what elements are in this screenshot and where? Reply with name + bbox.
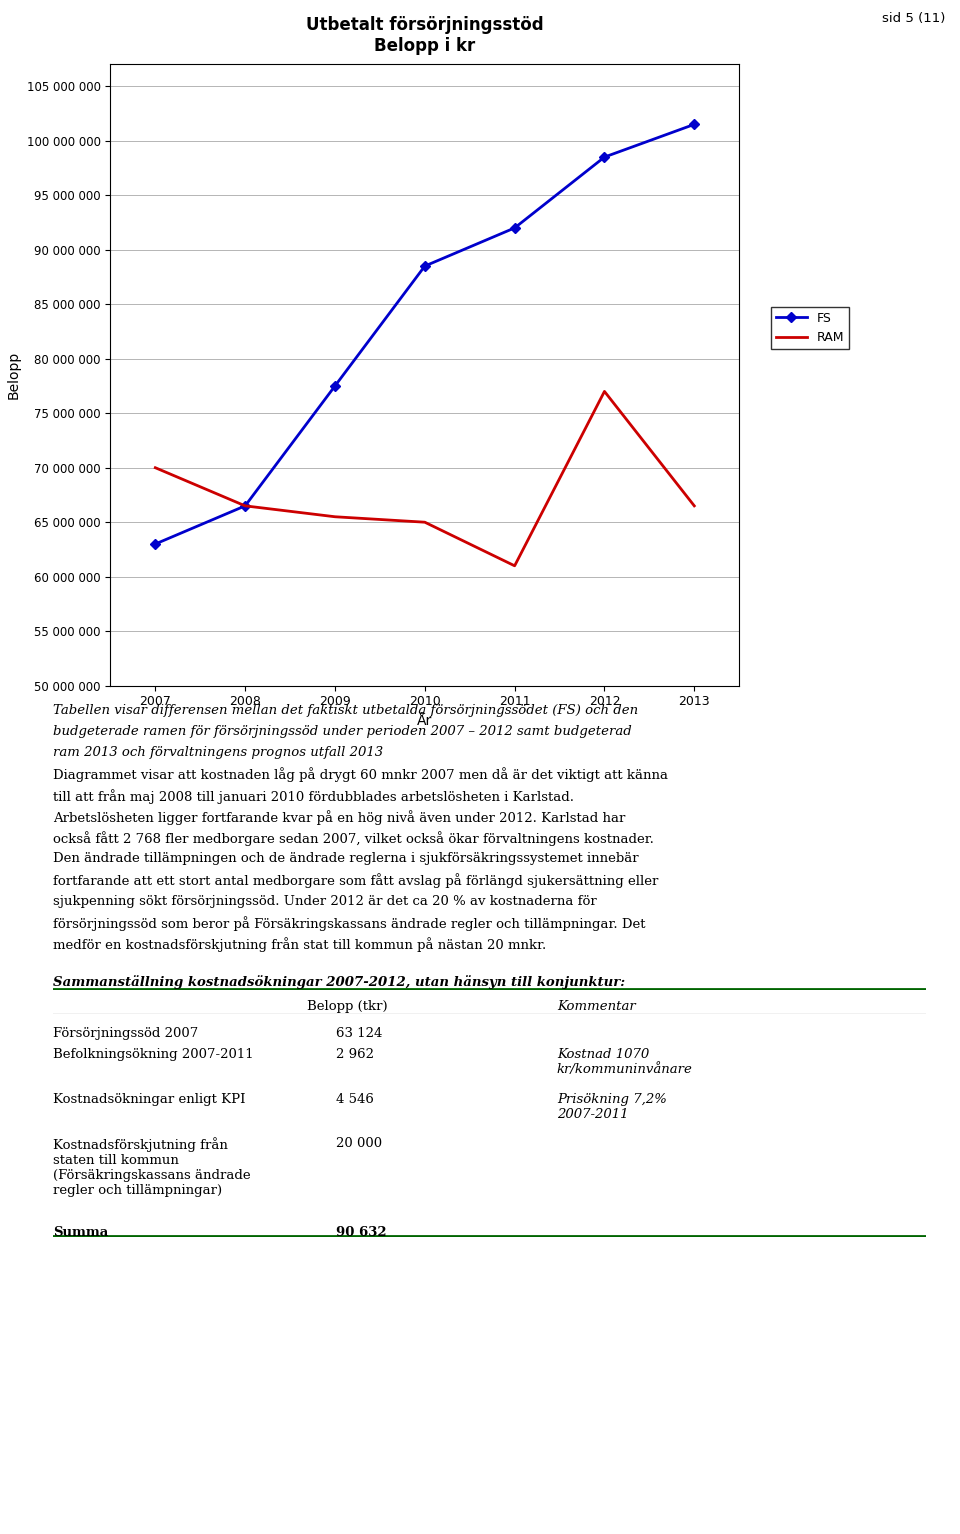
- FS: [239, 497, 251, 515]
- Text: 4 546: 4 546: [336, 1092, 373, 1106]
- Text: 20 000: 20 000: [336, 1137, 382, 1150]
- Text: Sammanställning kostnadsökningar 2007-2012, utan hänsyn till konjunktur:: Sammanställning kostnadsökningar 2007-20…: [53, 976, 625, 989]
- Text: Belopp (tkr): Belopp (tkr): [307, 1000, 388, 1014]
- RAM: [509, 557, 520, 575]
- FS: [150, 535, 161, 554]
- Text: Diagrammet visar att kostnaden låg på drygt 60 mnkr 2007 men då är det viktigt a: Diagrammet visar att kostnaden låg på dr…: [53, 767, 668, 782]
- FS: [509, 219, 520, 238]
- Text: Den ändrade tillämpningen och de ändrade reglerna i sjukförsäkringssystemet inne: Den ändrade tillämpningen och de ändrade…: [53, 853, 638, 865]
- Title: Utbetalt försörjningsstöd
Belopp i kr: Utbetalt försörjningsstöd Belopp i kr: [306, 15, 543, 55]
- Text: Arbetslösheten ligger fortfarande kvar på en hög nivå även under 2012. Karlstad : Arbetslösheten ligger fortfarande kvar p…: [53, 810, 625, 825]
- FS: [599, 147, 611, 166]
- RAM: [688, 497, 700, 515]
- RAM: [329, 508, 341, 526]
- X-axis label: År: År: [418, 713, 432, 729]
- Text: fortfarande att ett stort antal medborgare som fått avslag på förlängd sjukersät: fortfarande att ett stort antal medborga…: [53, 873, 659, 888]
- Text: ram 2013 och förvaltningens prognos utfall 2013: ram 2013 och förvaltningens prognos utfa…: [53, 747, 383, 759]
- RAM: [239, 497, 251, 515]
- Text: 90 632: 90 632: [336, 1226, 387, 1239]
- Text: budgeterade ramen för försörjningssöd under perioden 2007 – 2012 samt budgeterad: budgeterade ramen för försörjningssöd un…: [53, 726, 632, 738]
- Text: Prisökning 7,2%
2007-2011: Prisökning 7,2% 2007-2011: [557, 1092, 666, 1120]
- Text: Kommentar: Kommentar: [557, 1000, 636, 1014]
- Line: RAM: RAM: [156, 391, 694, 566]
- Text: sjukpenning sökt försörjningssöd. Under 2012 är det ca 20 % av kostnaderna för: sjukpenning sökt försörjningssöd. Under …: [53, 894, 596, 908]
- Legend: FS, RAM: FS, RAM: [771, 307, 850, 350]
- FS: [688, 115, 700, 133]
- Text: Summa: Summa: [53, 1226, 108, 1239]
- Text: till att från maj 2008 till januari 2010 fördubblades arbetslösheten i Karlstad.: till att från maj 2008 till januari 2010…: [53, 788, 574, 804]
- Text: också fått 2 768 fler medborgare sedan 2007, vilket också ökar förvaltningens ko: också fått 2 768 fler medborgare sedan 2…: [53, 831, 654, 845]
- Text: medför en kostnadsförskjutning från stat till kommun på nästan 20 mnkr.: medför en kostnadsförskjutning från stat…: [53, 937, 546, 951]
- Text: sid 5 (11): sid 5 (11): [882, 12, 946, 25]
- Text: Kostnadsförskjutning från
staten till kommun
(Försäkringskassans ändrade
regler : Kostnadsförskjutning från staten till ko…: [53, 1137, 251, 1197]
- Text: Befolkningsökning 2007-2011: Befolkningsökning 2007-2011: [53, 1048, 253, 1062]
- Line: FS: FS: [152, 121, 698, 548]
- FS: [329, 377, 341, 396]
- Y-axis label: Belopp: Belopp: [7, 351, 21, 399]
- Text: försörjningssöd som beror på Försäkringskassans ändrade regler och tillämpningar: försörjningssöd som beror på Försäkrings…: [53, 916, 645, 931]
- Text: Försörjningssöd 2007: Försörjningssöd 2007: [53, 1026, 198, 1040]
- Text: 2 962: 2 962: [336, 1048, 374, 1062]
- RAM: [420, 512, 431, 531]
- Text: 63 124: 63 124: [336, 1026, 382, 1040]
- Text: Kostnad 1070
kr/kommuninvånare: Kostnad 1070 kr/kommuninvånare: [557, 1048, 693, 1077]
- RAM: [150, 459, 161, 477]
- Text: Tabellen visar differensen mellan det faktiskt utbetalda försörjningssödet (FS) : Tabellen visar differensen mellan det fa…: [53, 704, 638, 716]
- Text: Kostnadsökningar enligt KPI: Kostnadsökningar enligt KPI: [53, 1092, 246, 1106]
- RAM: [599, 382, 611, 400]
- FS: [420, 256, 431, 275]
